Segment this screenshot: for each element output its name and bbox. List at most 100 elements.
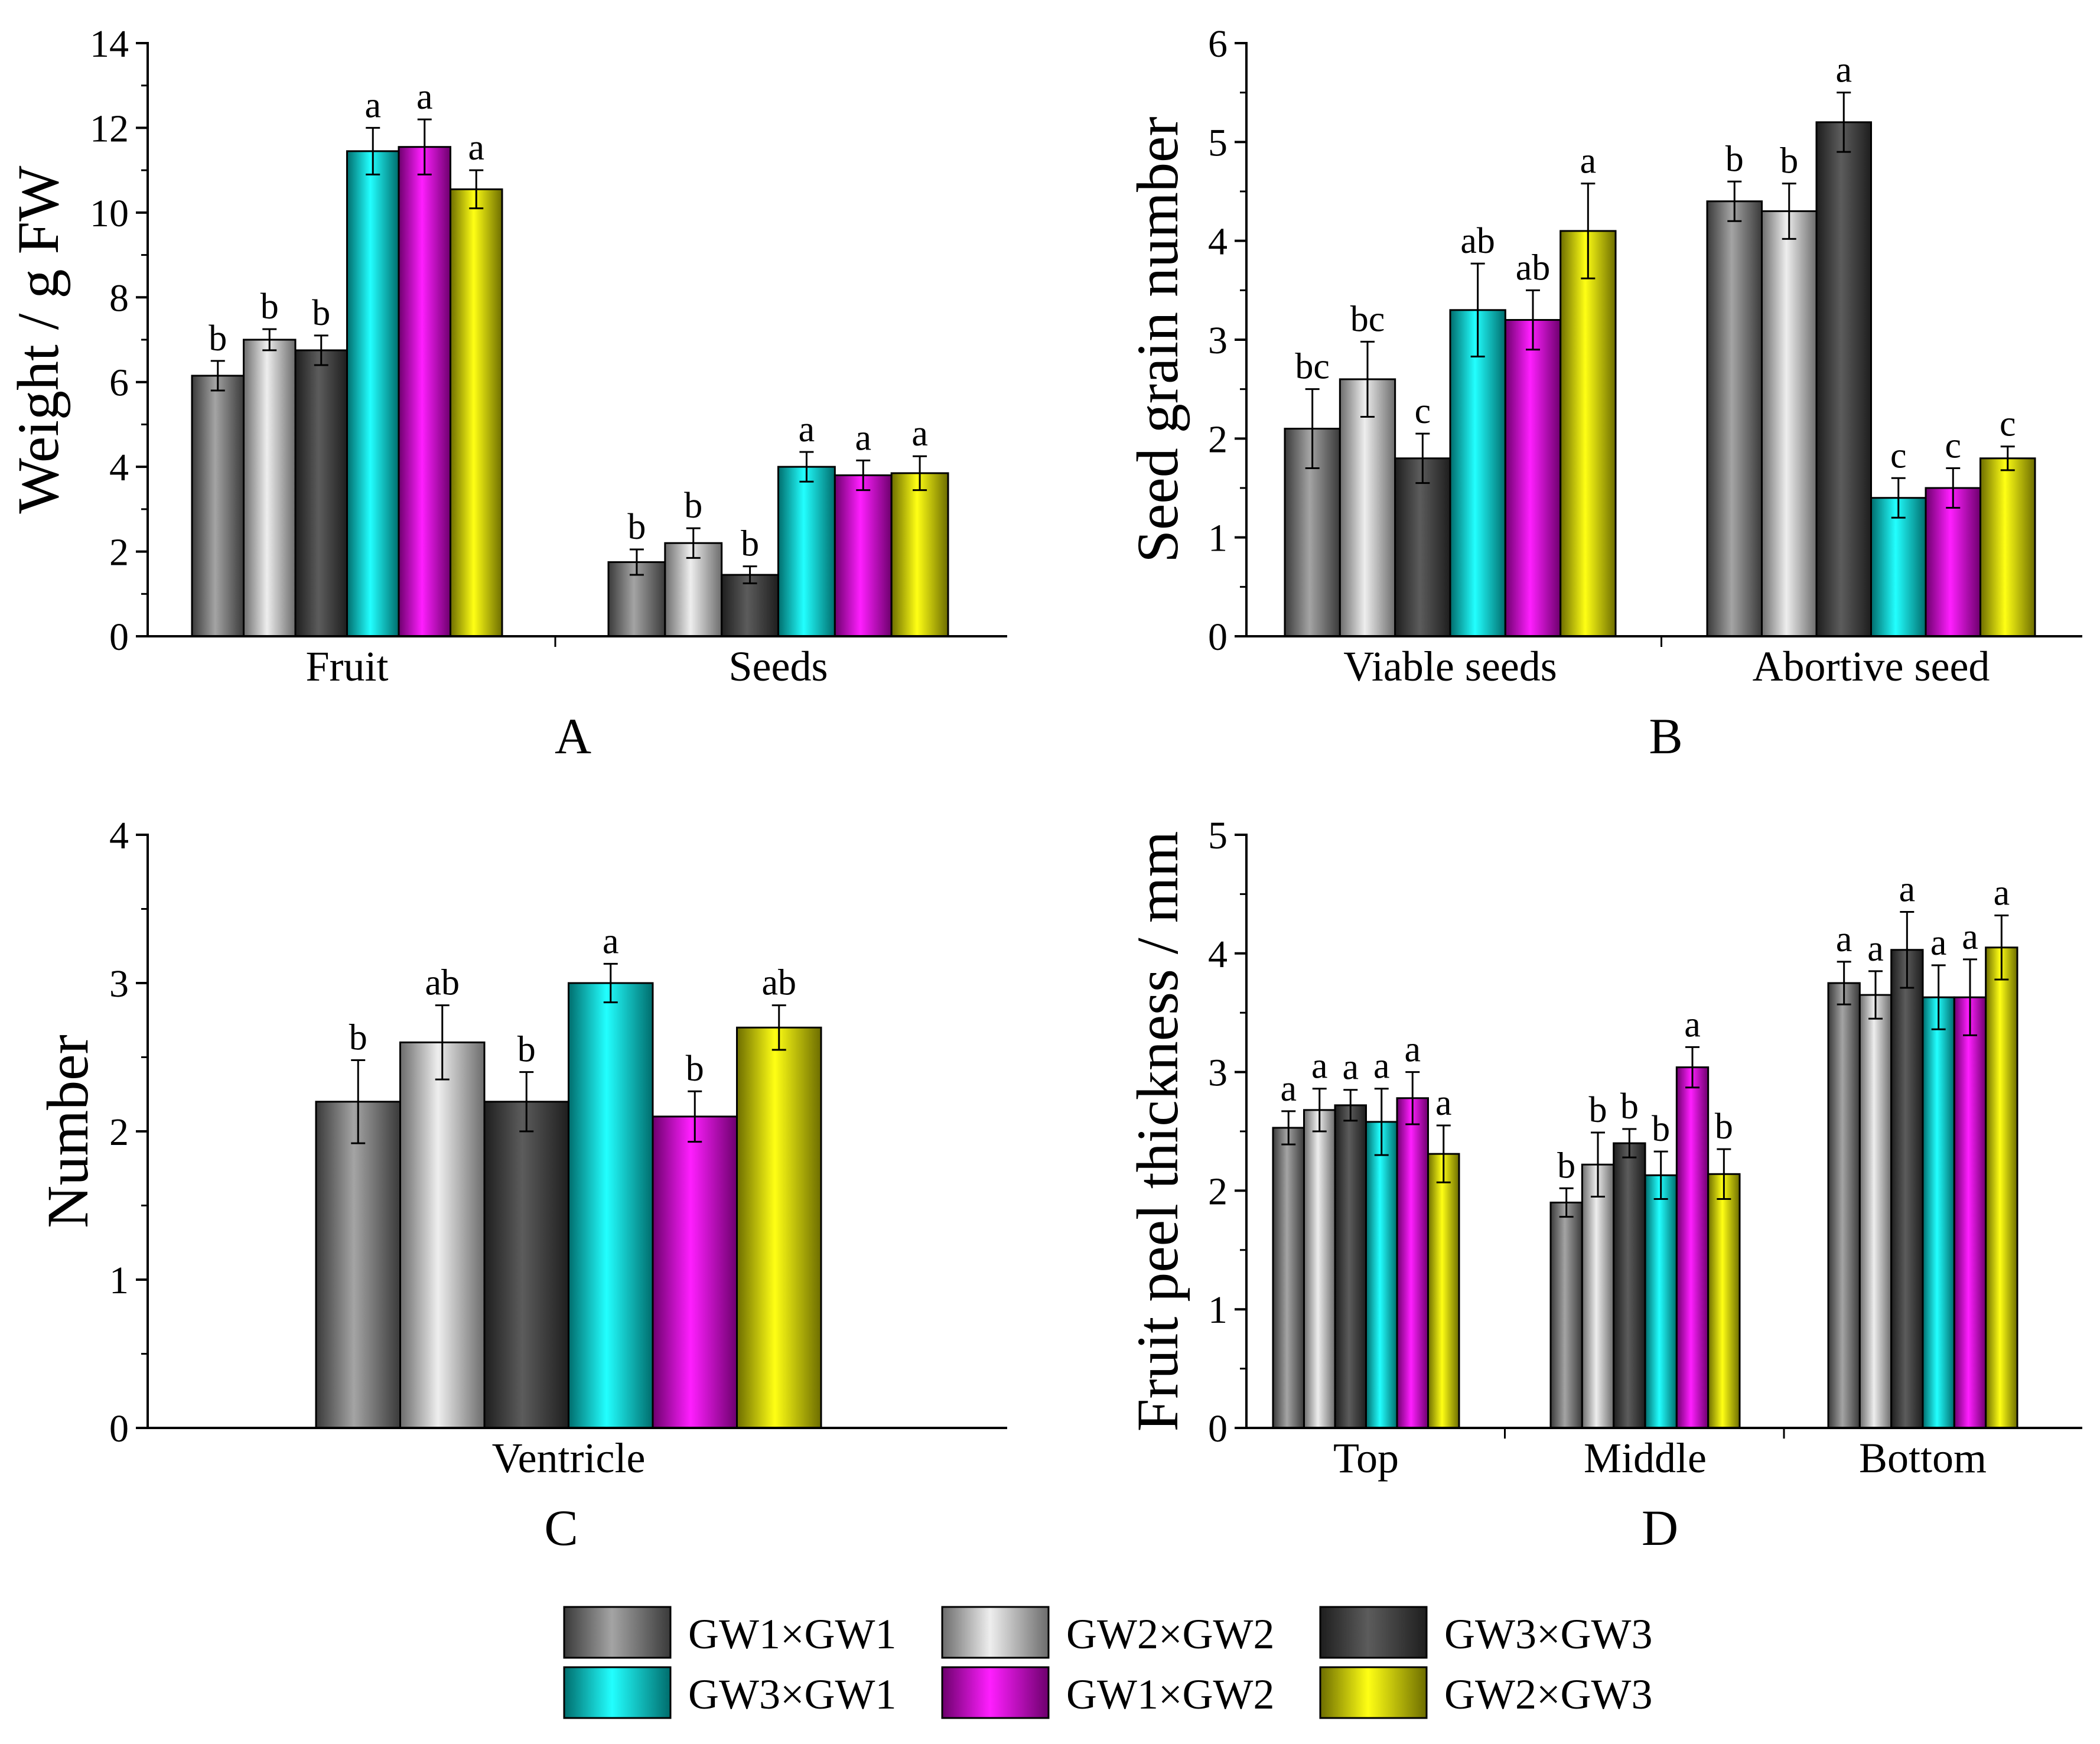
legend-label-gw2xgw2: GW2×GW2 [1066,1610,1275,1658]
sig-letter-middle-gw3xgw3: b [1620,1086,1639,1127]
error-bar-ventricle-gw1xgw2 [688,1090,702,1143]
error-bar-top-gw3xgw1 [1374,1088,1389,1156]
y-tick-label: 3 [1208,319,1228,362]
sig-letter-fruit-gw2xgw2: b [261,287,279,327]
error-bar-seeds-gw2xgw2 [686,527,701,559]
error-bar-bottom-gw3xgw1 [1931,964,1946,1030]
sig-letter-viable-seeds-gw3xgw3: c [1415,391,1431,431]
bar-viable-seeds-gw3xgw1 [1449,309,1506,637]
bar-viable-seeds-gw3xgw3 [1394,457,1451,637]
bar-abortive-seed-gw1xgw1 [1706,200,1763,637]
y-tick-label: 4 [1208,933,1228,976]
error-bar-seeds-gw1xgw1 [629,548,644,576]
sig-letter-ventricle-gw3xgw1: a [603,921,619,961]
x-tick-label-bottom: Bottom [1859,1434,1987,1482]
y-axis-title: Number [35,1034,100,1228]
sig-letter-seeds-gw2xgw3: a [911,414,928,454]
bar-viable-seeds-gw1xgw2 [1504,319,1562,637]
panel-letter: D [1642,1499,1678,1556]
error-bar-bottom-gw2xgw3 [1994,915,2009,981]
y-tick-label: 1 [1208,1289,1228,1332]
sig-letter-top-gw2xgw2: a [1311,1046,1328,1086]
bar-abortive-seed-gw2xgw3 [1979,457,2036,637]
sig-letter-abortive-seed-gw1xgw1: b [1725,139,1744,179]
bar-middle-gw3xgw3 [1613,1142,1646,1429]
bar-middle-gw1xgw1 [1549,1201,1583,1429]
sig-letter-top-gw3xgw3: a [1342,1047,1359,1088]
sig-letter-top-gw1xgw2: a [1404,1030,1421,1070]
error-bar-bottom-gw1xgw2 [1963,958,1977,1036]
y-tick-label: 2 [109,531,129,574]
sig-letter-fruit-gw1xgw1: b [209,318,227,359]
sig-letter-seeds-gw2xgw2: b [684,486,702,526]
panel-letter: A [555,708,591,764]
error-bar-top-gw1xgw2 [1405,1071,1420,1125]
sig-letter-bottom-gw2xgw2: a [1867,929,1884,969]
y-axis-title: Seed grain number [1125,116,1190,562]
bar-ventricle-gw2xgw2 [399,1041,486,1429]
sig-letter-seeds-gw3xgw3: b [741,524,759,564]
sig-letter-top-gw3xgw1: a [1373,1046,1390,1086]
error-bar-viable-seeds-gw2xgw3 [1581,183,1596,279]
sig-letter-bottom-gw1xgw1: a [1836,919,1852,959]
error-bar-middle-gw2xgw2 [1591,1131,1605,1198]
error-bar-viable-seeds-gw2xgw2 [1360,340,1375,418]
bar-bottom-gw3xgw1 [1922,996,1955,1429]
bar-seeds-gw2xgw3 [890,472,949,637]
bar-fruit-gw3xgw1 [346,150,400,637]
sig-letter-fruit-gw1xgw2: a [416,77,433,117]
error-bar-middle-gw3xgw1 [1653,1150,1668,1200]
bar-abortive-seed-gw1xgw2 [1925,487,1981,637]
y-tick-label: 4 [1208,220,1228,263]
y-tick-label: 3 [109,962,129,1006]
sig-letter-abortive-seed-gw1xgw2: c [1945,426,1961,466]
error-bar-bottom-gw1xgw1 [1837,961,1851,1006]
bar-seeds-gw1xgw2 [834,474,893,637]
error-bar-abortive-seed-gw1xgw1 [1727,180,1742,222]
bar-fruit-gw2xgw2 [243,339,297,637]
legend-swatch-gw3xgw1 [563,1666,672,1719]
bar-top-gw3xgw1 [1365,1121,1398,1429]
sig-letter-fruit-gw2xgw3: a [468,128,484,168]
bar-ventricle-gw1xgw1 [315,1101,401,1429]
y-tick-label: 10 [90,192,129,235]
y-tick-label: 2 [1208,1170,1228,1213]
bar-ventricle-gw3xgw1 [568,982,654,1429]
bar-ventricle-gw3xgw3 [483,1101,569,1429]
error-bar-ventricle-gw2xgw3 [771,1004,786,1051]
sig-letter-bottom-gw3xgw1: a [1930,923,1947,963]
bar-ventricle-gw1xgw2 [652,1115,738,1429]
sig-letter-ventricle-gw1xgw1: b [349,1018,367,1058]
bar-bottom-gw1xgw2 [1953,996,1987,1429]
error-bar-fruit-gw2xgw3 [469,169,484,210]
sig-letter-ventricle-gw3xgw3: b [517,1030,536,1070]
sig-letter-seeds-gw1xgw1: b [627,507,646,547]
y-tick-label: 0 [1208,616,1228,659]
sig-letter-middle-gw2xgw3: b [1715,1107,1733,1147]
bar-middle-gw1xgw2 [1675,1066,1710,1429]
error-bar-fruit-gw3xgw1 [366,126,380,175]
legend-label-gw3xgw3: GW3×GW3 [1444,1610,1653,1658]
bar-abortive-seed-gw3xgw3 [1815,121,1872,637]
sig-letter-viable-seeds-gw1xgw2: ab [1516,248,1551,288]
sig-letter-bottom-gw2xgw3: a [1994,873,2010,913]
error-bar-abortive-seed-gw3xgw1 [1891,477,1906,519]
error-bar-abortive-seed-gw1xgw2 [1946,467,1961,509]
y-tick-label: 0 [109,1407,129,1450]
bar-ventricle-gw2xgw3 [736,1026,822,1429]
error-bar-viable-seeds-gw3xgw3 [1415,432,1430,484]
error-bar-viable-seeds-gw3xgw1 [1470,262,1485,357]
error-bar-viable-seeds-gw1xgw2 [1526,289,1540,351]
error-bar-middle-gw3xgw3 [1622,1128,1637,1159]
y-tick-label: 5 [1208,121,1228,164]
y-tick-label: 5 [1208,814,1228,857]
y-tick-label: 6 [109,362,129,405]
sig-letter-viable-seeds-gw2xgw2: bc [1350,299,1385,339]
y-tick-label: 1 [109,1259,129,1302]
bar-middle-gw2xgw3 [1707,1173,1741,1429]
sig-letter-middle-gw3xgw1: b [1652,1109,1670,1149]
sig-letter-abortive-seed-gw2xgw3: c [2000,404,2016,444]
legend-swatch-gw1xgw2 [941,1666,1050,1719]
error-bar-ventricle-gw1xgw1 [351,1059,366,1144]
